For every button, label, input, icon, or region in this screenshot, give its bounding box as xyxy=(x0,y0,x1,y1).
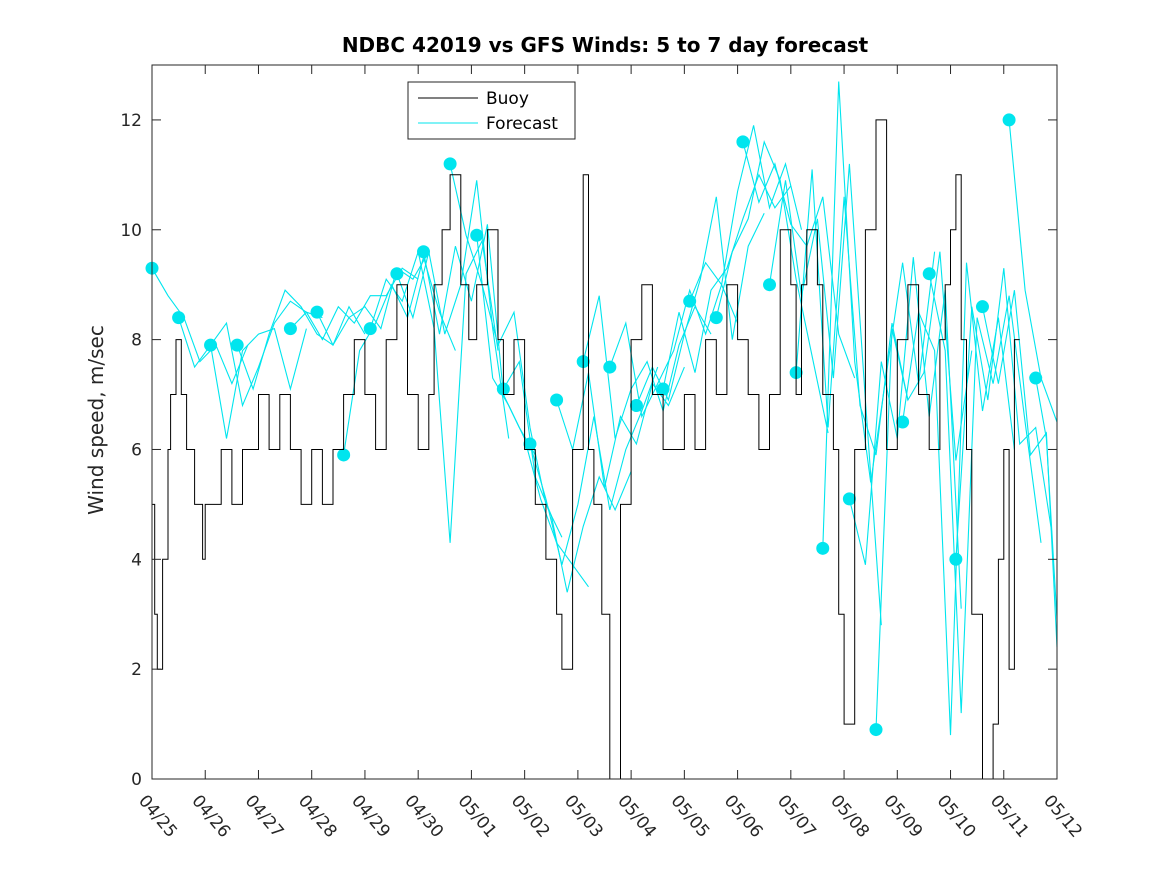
forecast-marker-21 xyxy=(709,311,723,325)
forecast-marker-7 xyxy=(337,448,351,462)
y-tick-label: 4 xyxy=(131,550,142,570)
forecast-line-7 xyxy=(343,255,456,456)
forecast-line-18 xyxy=(635,196,765,406)
forecast-marker-5 xyxy=(283,322,297,336)
forecast-marker-15 xyxy=(550,393,564,407)
forecast-marker-12 xyxy=(470,228,484,242)
forecast-marker-18 xyxy=(629,399,643,413)
y-tick-label: 10 xyxy=(120,221,142,241)
forecast-line-1 xyxy=(151,267,249,386)
forecast-marker-11 xyxy=(443,157,457,171)
forecast-marker-29 xyxy=(922,267,936,281)
y-tick-label: 12 xyxy=(120,111,142,131)
forecast-marker-9 xyxy=(390,267,404,281)
y-tick-label: 2 xyxy=(131,660,142,680)
forecast-marker-14 xyxy=(523,437,537,451)
forecast-marker-25 xyxy=(816,541,830,555)
forecast-line-25 xyxy=(822,81,936,549)
forecast-marker-4 xyxy=(230,338,244,352)
plot-frame xyxy=(151,64,1058,780)
forecast-line-29 xyxy=(928,273,1042,714)
forecast-marker-26 xyxy=(842,492,856,506)
forecast-marker-6 xyxy=(310,305,324,319)
forecast-marker-33 xyxy=(1029,371,1043,385)
forecast-line-30 xyxy=(955,268,1053,560)
forecast-line-19 xyxy=(662,173,792,390)
y-tick-label: 6 xyxy=(131,440,142,460)
forecast-line-32 xyxy=(1008,119,1058,423)
forecast-marker-10 xyxy=(417,245,430,259)
forecast-line-14 xyxy=(529,366,659,565)
forecast-line-9 xyxy=(396,180,510,439)
forecast-line-27 xyxy=(875,251,973,730)
forecast-line-4 xyxy=(236,289,366,391)
chart-title: NDBC 42019 vs GFS Winds: 5 to 7 day fore… xyxy=(342,33,869,57)
y-tick-label: 8 xyxy=(131,331,142,351)
forecast-line-24 xyxy=(795,169,909,456)
forecast-marker-17 xyxy=(603,360,617,374)
forecast-marker-8 xyxy=(363,322,377,336)
forecast-line-12 xyxy=(476,235,589,588)
legend-label-forecast: Forecast xyxy=(486,114,558,134)
legend-box xyxy=(407,81,576,140)
buoy-line xyxy=(152,119,1020,780)
forecast-line-16 xyxy=(582,295,712,439)
forecast-line-23 xyxy=(768,163,882,626)
forecast-marker-2 xyxy=(172,311,186,325)
y-axis-label: Wind speed, m/sec xyxy=(84,325,108,515)
forecast-marker-32 xyxy=(1002,113,1016,127)
forecast-line-21 xyxy=(715,140,829,434)
y-tick-label: 0 xyxy=(131,770,142,790)
forecast-marker-28 xyxy=(896,415,910,429)
forecast-marker-19 xyxy=(656,382,670,396)
forecast-line-26 xyxy=(848,257,962,609)
forecast-marker-20 xyxy=(683,294,697,308)
forecast-marker-22 xyxy=(736,135,750,149)
forecast-line-20 xyxy=(689,125,803,302)
forecast-marker-30 xyxy=(949,552,963,566)
forecast-marker-3 xyxy=(204,338,218,352)
forecast-line-2 xyxy=(178,317,307,439)
forecast-marker-27 xyxy=(869,723,883,737)
legend-label-buoy: Buoy xyxy=(486,89,529,109)
forecast-marker-31 xyxy=(975,300,989,314)
forecast-marker-23 xyxy=(763,278,777,292)
